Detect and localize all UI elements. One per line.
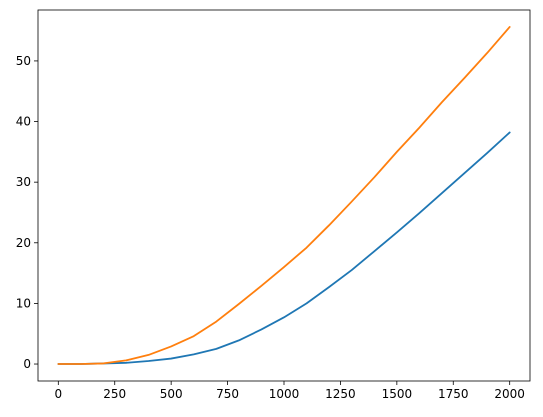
x-axis: 0 250 500 750 1000 1250 1500 1750 2000	[54, 381, 525, 401]
y-axis: 0 10 20 30 40 50	[16, 54, 38, 371]
x-tick-label: 1750	[438, 387, 469, 401]
y-tick-label: 30	[16, 175, 31, 189]
x-tick-label: 0	[54, 387, 62, 401]
x-tick-label: 1000	[269, 387, 300, 401]
x-tick-label: 1250	[325, 387, 356, 401]
y-tick-label: 0	[23, 357, 31, 371]
y-tick-label: 50	[16, 54, 31, 68]
series-layer	[57, 26, 511, 365]
x-tick-label: 2000	[494, 387, 525, 401]
series-line-2	[57, 26, 511, 365]
plot-border	[37, 9, 531, 382]
x-tick-label: 500	[160, 387, 183, 401]
x-tick-label: 1500	[382, 387, 413, 401]
plot-area	[37, 9, 531, 382]
x-tick-label: 750	[216, 387, 239, 401]
y-tick-label: 10	[16, 296, 31, 310]
y-tick-label: 40	[16, 115, 31, 129]
x-tick-label: 250	[103, 387, 126, 401]
series-line-1	[57, 131, 511, 365]
y-tick-label: 20	[16, 236, 31, 250]
